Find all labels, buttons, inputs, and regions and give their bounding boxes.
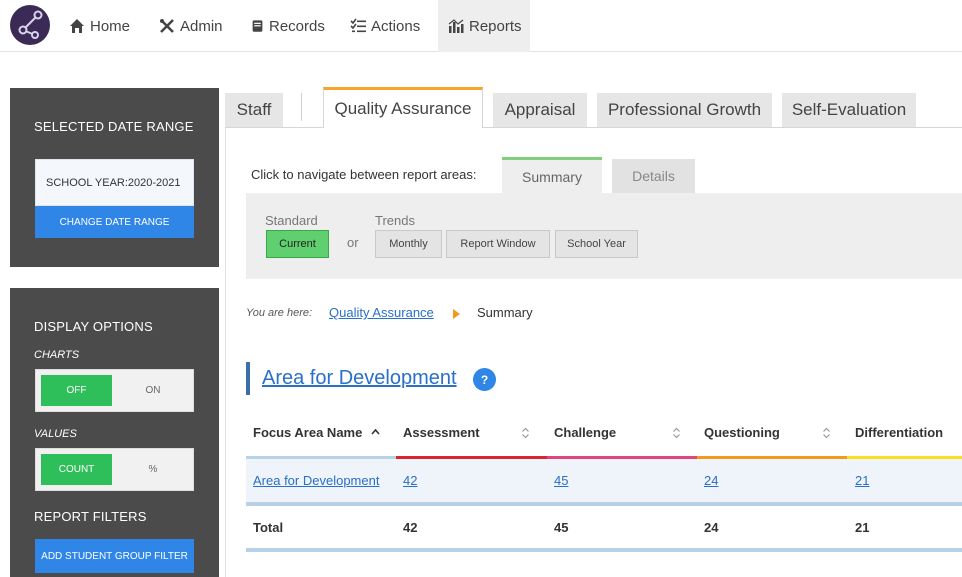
or-text: or — [347, 235, 359, 250]
report-filters-title: REPORT FILTERS — [34, 509, 147, 524]
row-divider — [246, 502, 962, 506]
report-nav-prompt: Click to navigate between report areas: — [251, 167, 477, 182]
checklist-icon — [350, 18, 366, 33]
total-differentiation: 21 — [855, 520, 870, 535]
header-underline-name — [246, 456, 396, 459]
app-logo[interactable] — [10, 5, 50, 45]
sort-icon[interactable] — [521, 427, 530, 439]
tab-appraisal[interactable]: Appraisal — [493, 93, 587, 127]
home-icon — [70, 19, 84, 33]
tab-professional-growth[interactable]: Professional Growth — [597, 93, 772, 127]
school-year-button[interactable]: School Year — [555, 230, 638, 258]
tabs-baseline — [225, 127, 962, 128]
breadcrumb-prefix: You are here: — [246, 307, 313, 319]
content-divider — [225, 125, 226, 577]
breadcrumb-current: Summary — [477, 305, 533, 320]
charts-label: CHARTS — [34, 349, 80, 361]
tab-self-evaluation[interactable]: Self-Evaluation — [782, 93, 916, 127]
nav-admin[interactable]: Admin — [159, 0, 223, 52]
top-navigation: Home Admin Records Actions Reports — [0, 0, 962, 52]
logo-graph-icon — [11, 6, 49, 44]
col-header-assessment-label: Assessment — [403, 425, 480, 440]
col-header-assessment[interactable]: Assessment — [403, 425, 480, 440]
header-underline-questioning — [697, 456, 847, 459]
breadcrumb-arrow-icon — [453, 309, 460, 319]
col-header-challenge[interactable]: Challenge — [554, 425, 616, 440]
charts-off-option[interactable]: OFF — [41, 375, 112, 406]
header-underline-challenge — [547, 456, 697, 459]
values-count-option[interactable]: COUNT — [41, 454, 112, 485]
nav-actions[interactable]: Actions — [350, 0, 420, 52]
total-challenge: 45 — [554, 520, 569, 535]
date-range-value: SCHOOL YEAR:2020-2021 — [35, 159, 194, 206]
report-window-button[interactable]: Report Window — [446, 230, 550, 258]
nav-reports-label: Reports — [469, 17, 522, 35]
tab-quality-assurance[interactable]: Quality Assurance — [323, 87, 483, 128]
table-row — [246, 459, 962, 503]
date-range-title: SELECTED DATE RANGE — [34, 119, 194, 134]
tools-icon — [160, 19, 174, 33]
tab-separator — [301, 93, 302, 121]
charts-on-option[interactable]: ON — [145, 385, 161, 396]
chart-icon — [448, 19, 464, 33]
breadcrumb-link-quality-assurance[interactable]: Quality Assurance — [329, 305, 434, 320]
col-header-questioning-label: Questioning — [704, 425, 780, 440]
subtab-summary[interactable]: Summary — [502, 157, 602, 193]
help-icon[interactable]: ? — [473, 368, 496, 391]
nav-home-label: Home — [90, 17, 131, 35]
col-header-focus-area[interactable]: Focus Area Name — [253, 425, 362, 440]
total-label: Total — [253, 520, 284, 535]
sort-asc-icon[interactable] — [371, 427, 380, 439]
sort-icon[interactable] — [672, 427, 681, 439]
total-questioning: 24 — [704, 520, 719, 535]
total-assessment: 42 — [403, 520, 418, 535]
nav-admin-label: Admin — [180, 17, 223, 35]
nav-reports[interactable]: Reports — [438, 0, 530, 52]
current-button[interactable]: Current — [266, 230, 329, 258]
add-student-group-filter-button[interactable]: ADD STUDENT GROUP FILTER — [35, 539, 194, 573]
change-date-range-button[interactable]: CHANGE DATE RANGE — [35, 206, 194, 238]
values-toggle: COUNT % — [35, 448, 194, 491]
col-header-differentiation[interactable]: Differentiation — [855, 425, 943, 440]
trends-label: Trends — [375, 213, 415, 228]
nav-home[interactable]: Home — [69, 0, 130, 52]
values-percent-option[interactable]: % — [148, 464, 158, 475]
row-value-differentiation[interactable]: 21 — [855, 473, 870, 488]
sort-icon[interactable] — [822, 427, 831, 439]
monthly-button[interactable]: Monthly — [375, 230, 442, 258]
col-header-focus-area-label: Focus Area Name — [253, 425, 363, 440]
total-divider — [246, 548, 962, 552]
nav-actions-label: Actions — [371, 17, 421, 35]
book-icon — [252, 20, 263, 32]
col-header-differentiation-label: Differentiation — [855, 425, 944, 440]
nav-records[interactable]: Records — [251, 0, 325, 52]
standard-label: Standard — [265, 213, 318, 228]
row-name-link[interactable]: Area for Development — [253, 473, 380, 488]
date-range-panel: SELECTED DATE RANGE SCHOOL YEAR:2020-202… — [10, 88, 219, 267]
row-value-assessment[interactable]: 42 — [403, 473, 418, 488]
row-value-challenge[interactable]: 45 — [554, 473, 569, 488]
section-accent-bar — [246, 362, 250, 395]
display-options-panel: DISPLAY OPTIONS CHARTS OFF ON VALUES COU… — [10, 288, 219, 577]
tab-staff[interactable]: Staff — [225, 93, 283, 127]
header-underline-differentiation — [847, 456, 962, 459]
row-value-questioning[interactable]: 24 — [704, 473, 719, 488]
charts-toggle: OFF ON — [35, 369, 194, 412]
display-options-title: DISPLAY OPTIONS — [34, 319, 153, 334]
values-label: VALUES — [34, 428, 77, 440]
col-header-challenge-label: Challenge — [554, 425, 617, 440]
header-underline-assessment — [396, 456, 547, 459]
section-title[interactable]: Area for Development — [262, 367, 457, 389]
subtab-details[interactable]: Details — [612, 159, 695, 193]
nav-records-label: Records — [269, 17, 325, 35]
col-header-questioning[interactable]: Questioning — [704, 425, 780, 440]
